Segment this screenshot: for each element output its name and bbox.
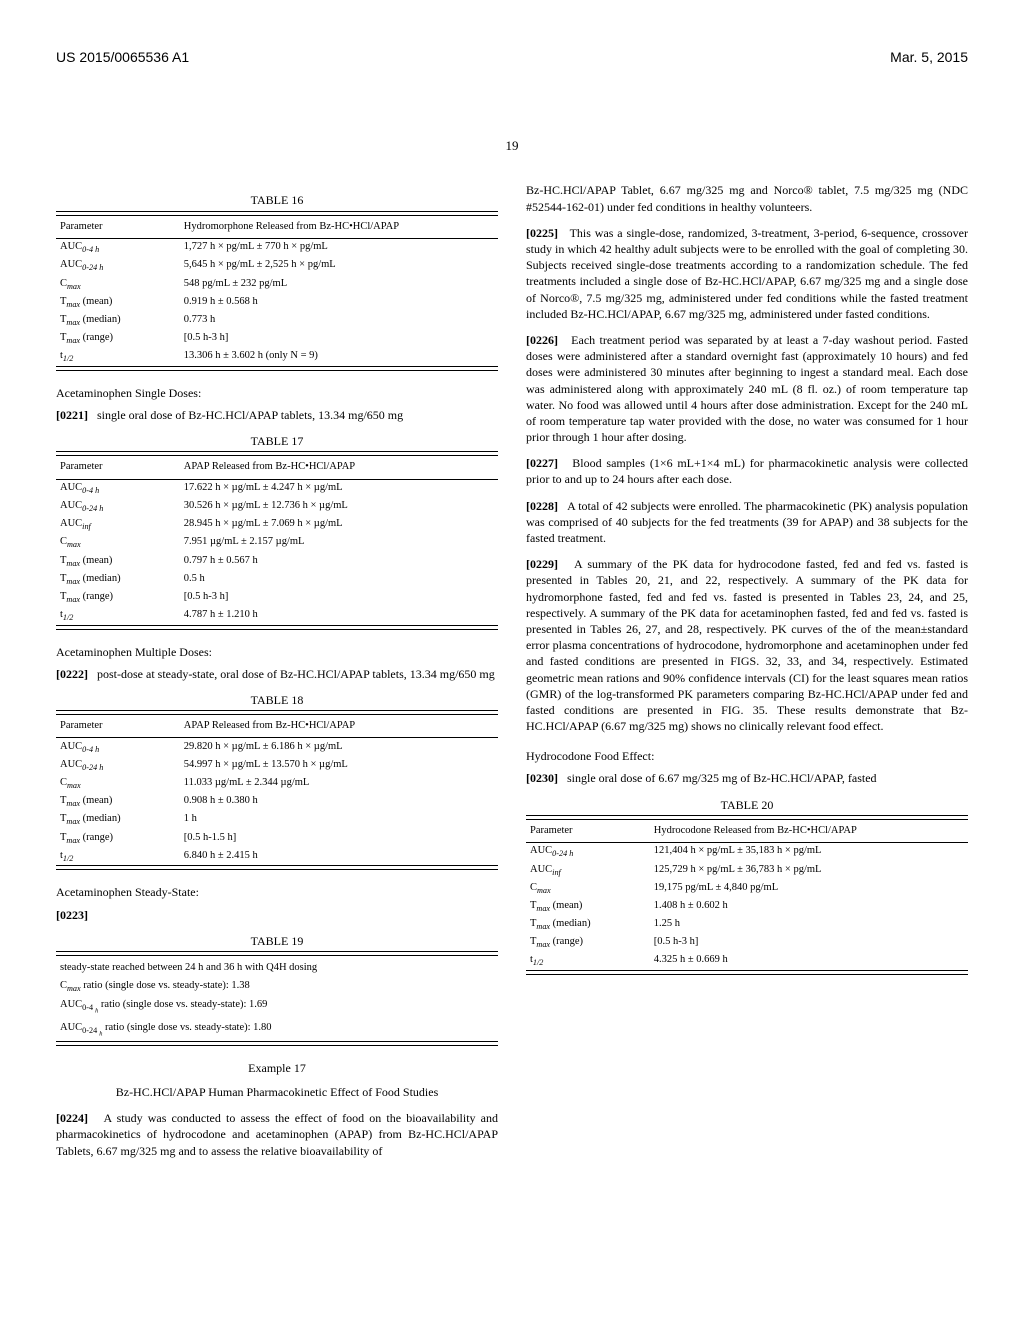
para-0227-num: [0227] bbox=[526, 456, 558, 470]
pub-date: Mar. 5, 2015 bbox=[890, 48, 968, 67]
para-0229-num: [0229] bbox=[526, 557, 558, 571]
para-0222: [0222] post-dose at steady-state, oral d… bbox=[56, 666, 498, 682]
acet-multi-label: Acetaminophen Multiple Doses: bbox=[56, 644, 498, 660]
table16: ParameterHydromorphone Released from Bz-… bbox=[56, 211, 498, 371]
two-column-layout: TABLE 16 ParameterHydromorphone Released… bbox=[56, 182, 968, 1168]
para-0227-text: Blood samples (1×6 mL+1×4 mL) for pharma… bbox=[526, 456, 968, 486]
page-number: 19 bbox=[56, 137, 968, 155]
example-subheading: Bz-HC.HCl/APAP Human Pharmacokinetic Eff… bbox=[56, 1084, 498, 1100]
table16-caption: TABLE 16 bbox=[56, 192, 498, 208]
hc-food-label: Hydrocodone Food Effect: bbox=[526, 748, 968, 764]
para-0221-text: single oral dose of Bz-HC.HCl/APAP table… bbox=[97, 408, 403, 422]
para-0224-num: [0224] bbox=[56, 1111, 88, 1125]
para-0225: [0225] This was a single-dose, randomize… bbox=[526, 225, 968, 322]
para-0225-text: This was a single-dose, randomized, 3-tr… bbox=[526, 226, 968, 321]
para-0226-num: [0226] bbox=[526, 333, 558, 347]
right-column: Bz-HC.HCl/APAP Tablet, 6.67 mg/325 mg an… bbox=[526, 182, 968, 1168]
para-0226: [0226] Each treatment period was separat… bbox=[526, 332, 968, 445]
left-column: TABLE 16 ParameterHydromorphone Released… bbox=[56, 182, 498, 1168]
acet-ss-label: Acetaminophen Steady-State: bbox=[56, 884, 498, 900]
para-0229: [0229] A summary of the PK data for hydr… bbox=[526, 556, 968, 734]
para-0222-text: post-dose at steady-state, oral dose of … bbox=[97, 667, 495, 681]
pub-number: US 2015/0065536 A1 bbox=[56, 48, 189, 67]
para-0223-num: [0223] bbox=[56, 908, 88, 922]
example-heading: Example 17 bbox=[56, 1060, 498, 1076]
para-0226-text: Each treatment period was separated by a… bbox=[526, 333, 968, 444]
table18-caption: TABLE 18 bbox=[56, 692, 498, 708]
intro-continuation: Bz-HC.HCl/APAP Tablet, 6.67 mg/325 mg an… bbox=[526, 182, 968, 214]
para-0223: [0223] bbox=[56, 907, 498, 923]
para-0229-text: A summary of the PK data for hydrocodone… bbox=[526, 557, 968, 733]
acet-single-label: Acetaminophen Single Doses: bbox=[56, 385, 498, 401]
para-0228: [0228] A total of 42 subjects were enrol… bbox=[526, 498, 968, 547]
table19: steady-state reached between 24 h and 36… bbox=[56, 951, 498, 1046]
table17-caption: TABLE 17 bbox=[56, 433, 498, 449]
para-0224-text: A study was conducted to assess the effe… bbox=[56, 1111, 498, 1157]
para-0221-num: [0221] bbox=[56, 408, 88, 422]
para-0222-num: [0222] bbox=[56, 667, 88, 681]
para-0227: [0227] Blood samples (1×6 mL+1×4 mL) for… bbox=[526, 455, 968, 487]
para-0228-text: A total of 42 subjects were enrolled. Th… bbox=[526, 499, 968, 545]
para-0225-num: [0225] bbox=[526, 226, 558, 240]
para-0228-num: [0228] bbox=[526, 499, 558, 513]
table20: ParameterHydrocodone Released from Bz-HC… bbox=[526, 815, 968, 975]
table17: ParameterAPAP Released from Bz-HC•HCl/AP… bbox=[56, 451, 498, 629]
para-0224: [0224] A study was conducted to assess t… bbox=[56, 1110, 498, 1159]
page-header: US 2015/0065536 A1 Mar. 5, 2015 bbox=[56, 48, 968, 67]
para-0230-text: single oral dose of 6.67 mg/325 mg of Bz… bbox=[567, 771, 877, 785]
para-0230: [0230] single oral dose of 6.67 mg/325 m… bbox=[526, 770, 968, 786]
para-0221: [0221] single oral dose of Bz-HC.HCl/APA… bbox=[56, 407, 498, 423]
table19-caption: TABLE 19 bbox=[56, 933, 498, 949]
table18: ParameterAPAP Released from Bz-HC•HCl/AP… bbox=[56, 710, 498, 870]
para-0230-num: [0230] bbox=[526, 771, 558, 785]
table20-caption: TABLE 20 bbox=[526, 797, 968, 813]
